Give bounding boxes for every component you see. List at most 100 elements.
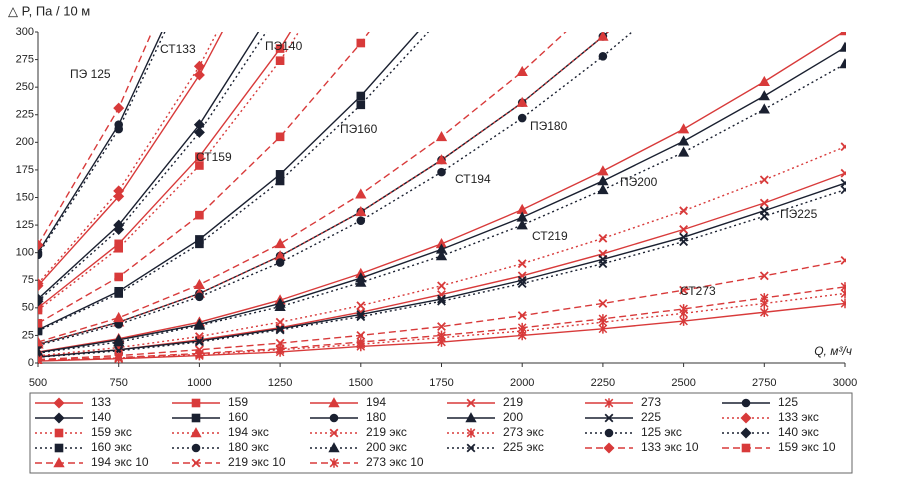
point	[438, 14, 446, 22]
point	[516, 219, 528, 230]
point	[677, 123, 690, 134]
annotation: ПЭ 125	[70, 67, 111, 81]
annotation: СТ273	[680, 284, 716, 298]
legend-label: 125 экс	[641, 425, 682, 439]
series-line	[38, 32, 419, 331]
point	[758, 75, 770, 86]
annotation: ПЭ225	[780, 207, 818, 221]
legend-label: 159	[228, 395, 248, 409]
y-tick-label: 150	[16, 191, 34, 203]
point	[193, 319, 206, 330]
point	[517, 275, 527, 285]
legend-label: 133	[91, 395, 111, 409]
point	[597, 175, 609, 186]
point	[193, 60, 205, 72]
legend-label: 225	[641, 410, 661, 424]
point	[598, 0, 608, 2]
point	[194, 337, 204, 347]
series-line	[38, 189, 846, 358]
point	[435, 250, 448, 261]
point	[517, 322, 527, 333]
y-tick-label: 175	[16, 164, 34, 176]
point	[840, 185, 846, 195]
legend-marker	[465, 412, 477, 423]
legend-label: 180	[366, 410, 386, 424]
legend-label: 273	[641, 395, 661, 409]
point	[517, 259, 527, 269]
point	[679, 285, 689, 295]
point	[435, 154, 448, 165]
point	[598, 233, 608, 243]
point	[437, 167, 446, 177]
point	[275, 343, 285, 354]
annotation: ПЭ180	[530, 119, 568, 133]
point	[677, 146, 690, 157]
point	[516, 96, 528, 107]
point	[356, 337, 366, 347]
point	[275, 0, 285, 3]
y-tick-label: 275	[16, 53, 34, 65]
point	[840, 282, 846, 292]
point	[679, 237, 689, 247]
legend-label: 194 экс 10	[91, 455, 149, 469]
point	[193, 69, 205, 81]
annotation: СТ133	[160, 42, 196, 56]
point	[840, 178, 846, 188]
legend-label: 159 экс	[91, 425, 132, 439]
x-tick-label: 1750	[429, 377, 453, 389]
legend-marker	[190, 427, 202, 438]
point	[437, 296, 446, 306]
legend-label: 180 экс	[228, 440, 269, 454]
point	[275, 44, 285, 53]
y-tick-label: 75	[22, 274, 34, 286]
point	[114, 289, 124, 298]
point	[38, 250, 43, 260]
point	[113, 336, 125, 347]
point	[679, 206, 689, 216]
point	[113, 223, 125, 236]
point	[356, 216, 366, 225]
x-tick-label: 3000	[833, 377, 857, 389]
legend-marker	[53, 412, 65, 424]
y-tick-label: 200	[16, 136, 34, 148]
point	[759, 307, 769, 318]
point	[356, 301, 366, 311]
point	[355, 188, 367, 199]
point	[759, 211, 769, 221]
legend-label: 273 экс 10	[366, 455, 424, 469]
y-tick-label: 300	[16, 26, 34, 38]
y-tick-label: 100	[16, 247, 34, 259]
point	[275, 6, 285, 16]
series-line	[38, 286, 846, 362]
legend-marker	[53, 397, 65, 409]
point	[839, 32, 846, 36]
point	[356, 91, 366, 101]
y-tick-label: 0	[28, 357, 34, 369]
point	[195, 152, 204, 161]
plot-area	[38, 0, 846, 364]
legend-box	[29, 392, 853, 474]
legend-marker	[741, 443, 751, 453]
legend-marker	[741, 398, 751, 408]
point	[435, 130, 448, 142]
point	[275, 258, 285, 267]
series-line	[38, 32, 260, 300]
series-line	[38, 32, 430, 332]
legend-marker	[329, 458, 339, 468]
y-tick-label: 125	[16, 219, 34, 231]
point	[195, 161, 204, 170]
legend-label: 219	[503, 395, 523, 409]
series-line	[38, 63, 846, 354]
series-line	[38, 32, 218, 285]
legend-marker	[329, 428, 339, 438]
series-line	[38, 32, 223, 287]
y-tick-label: 225	[16, 109, 34, 121]
point	[840, 142, 846, 152]
point	[355, 206, 367, 217]
point	[356, 330, 366, 340]
point	[597, 32, 609, 41]
x-tick-label: 2500	[671, 377, 695, 389]
legend-marker	[604, 413, 614, 423]
point	[114, 124, 123, 134]
point	[517, 311, 527, 320]
